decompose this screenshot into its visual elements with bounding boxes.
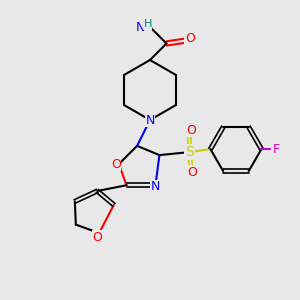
Text: O: O <box>186 124 196 137</box>
Text: O: O <box>93 231 103 244</box>
Text: O: O <box>185 32 195 46</box>
Text: N: N <box>136 21 145 34</box>
Text: O: O <box>111 158 121 171</box>
Text: H: H <box>143 19 152 29</box>
Text: N: N <box>145 113 155 127</box>
Text: H: H <box>143 19 152 29</box>
Text: O: O <box>186 32 195 46</box>
Text: S: S <box>185 145 194 159</box>
Text: F: F <box>272 142 279 156</box>
Text: N: N <box>151 180 160 193</box>
Text: N: N <box>136 21 145 34</box>
Text: O: O <box>188 166 197 179</box>
